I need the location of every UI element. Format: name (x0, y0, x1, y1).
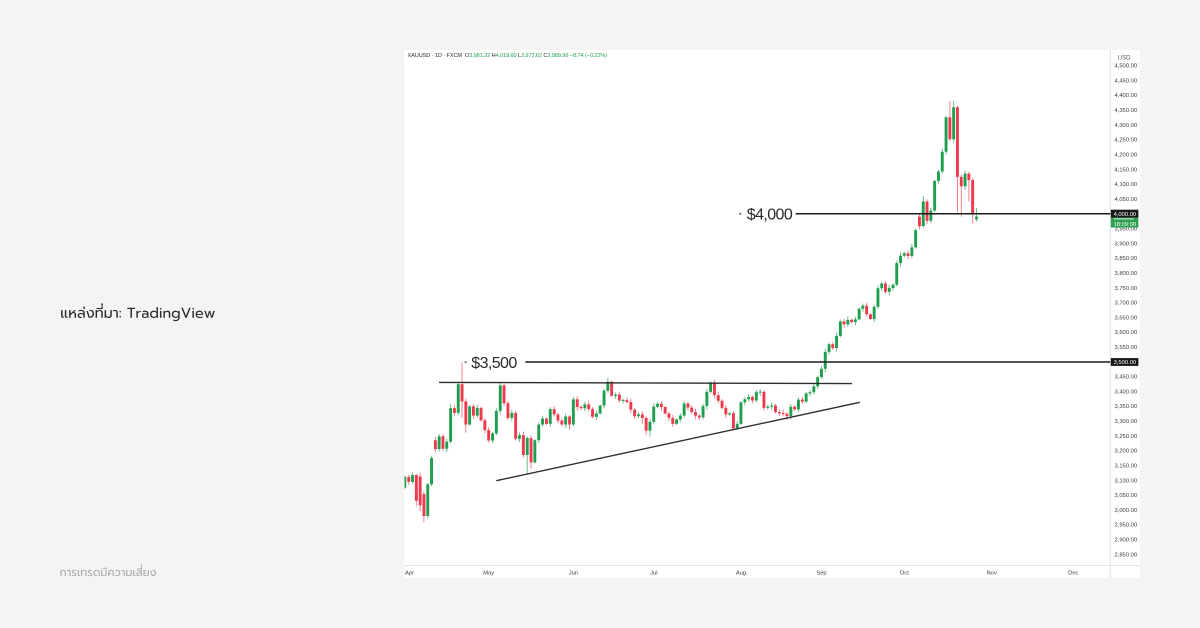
svg-text:4,500.00: 4,500.00 (1115, 64, 1138, 70)
svg-text:2,850.00: 2,850.00 (1115, 552, 1138, 558)
svg-text:18:09:00: 18:09:00 (1114, 222, 1137, 228)
svg-text:3,850.00: 3,850.00 (1115, 256, 1138, 262)
svg-text:3,200.00: 3,200.00 (1115, 449, 1138, 455)
svg-text:4,000.00: 4,000.00 (1114, 212, 1137, 218)
svg-text:3,150.00: 3,150.00 (1115, 464, 1138, 470)
svg-text:3,600.00: 3,600.00 (1115, 330, 1138, 336)
svg-text:3,550.00: 3,550.00 (1115, 345, 1138, 351)
svg-text:3,500.00: 3,500.00 (1114, 360, 1137, 366)
svg-text:3,250.00: 3,250.00 (1115, 434, 1138, 440)
svg-text:Nov: Nov (987, 570, 997, 576)
svg-text:3,900.00: 3,900.00 (1115, 241, 1138, 247)
svg-text:3,650.00: 3,650.00 (1115, 315, 1138, 321)
svg-text:Oct: Oct (900, 570, 909, 576)
svg-text:4,300.00: 4,300.00 (1115, 123, 1138, 129)
svg-text:3,450.00: 3,450.00 (1115, 375, 1138, 381)
svg-text:3,350.00: 3,350.00 (1115, 404, 1138, 410)
svg-text:4,200.00: 4,200.00 (1115, 153, 1138, 159)
svg-text:3,100.00: 3,100.00 (1115, 478, 1138, 484)
svg-text:Aug: Aug (736, 570, 746, 576)
svg-text:3,050.00: 3,050.00 (1115, 493, 1138, 499)
svg-text:3,400.00: 3,400.00 (1115, 389, 1138, 395)
svg-text:3,950.00: 3,950.00 (1115, 227, 1138, 233)
svg-text:Apr: Apr (405, 570, 414, 576)
svg-text:4,100.00: 4,100.00 (1115, 182, 1138, 188)
svg-text:4,400.00: 4,400.00 (1115, 93, 1138, 99)
svg-text:3,000.00: 3,000.00 (1115, 508, 1138, 514)
svg-text:4,050.00: 4,050.00 (1115, 197, 1138, 203)
svg-text:2,950.00: 2,950.00 (1115, 523, 1138, 529)
svg-text:4,250.00: 4,250.00 (1115, 138, 1138, 144)
svg-text:$3,500: $3,500 (471, 355, 517, 372)
svg-text:May: May (483, 570, 494, 576)
svg-text:Jun: Jun (569, 570, 578, 576)
svg-text:4,350.00: 4,350.00 (1115, 108, 1138, 114)
svg-text:$4,000: $4,000 (747, 206, 793, 223)
svg-text:4,450.00: 4,450.00 (1115, 78, 1138, 84)
svg-text:Sep: Sep (816, 570, 826, 576)
svg-text:4,150.00: 4,150.00 (1115, 167, 1138, 173)
svg-text:3,300.00: 3,300.00 (1115, 419, 1138, 425)
svg-text:Jul: Jul (650, 570, 657, 576)
svg-text:2,900.00: 2,900.00 (1115, 538, 1138, 544)
svg-text:3,800.00: 3,800.00 (1115, 271, 1138, 277)
svg-text:Dec: Dec (1068, 570, 1078, 576)
svg-text:USD: USD (1118, 56, 1131, 62)
svg-text:XAUUSD · 1D · FXCM O3,981.22: XAUUSD · 1D · FXCM O3,981.22 H4,019.60 L… (408, 53, 608, 59)
svg-text:3,750.00: 3,750.00 (1115, 286, 1138, 292)
svg-text:3,700.00: 3,700.00 (1115, 301, 1138, 307)
